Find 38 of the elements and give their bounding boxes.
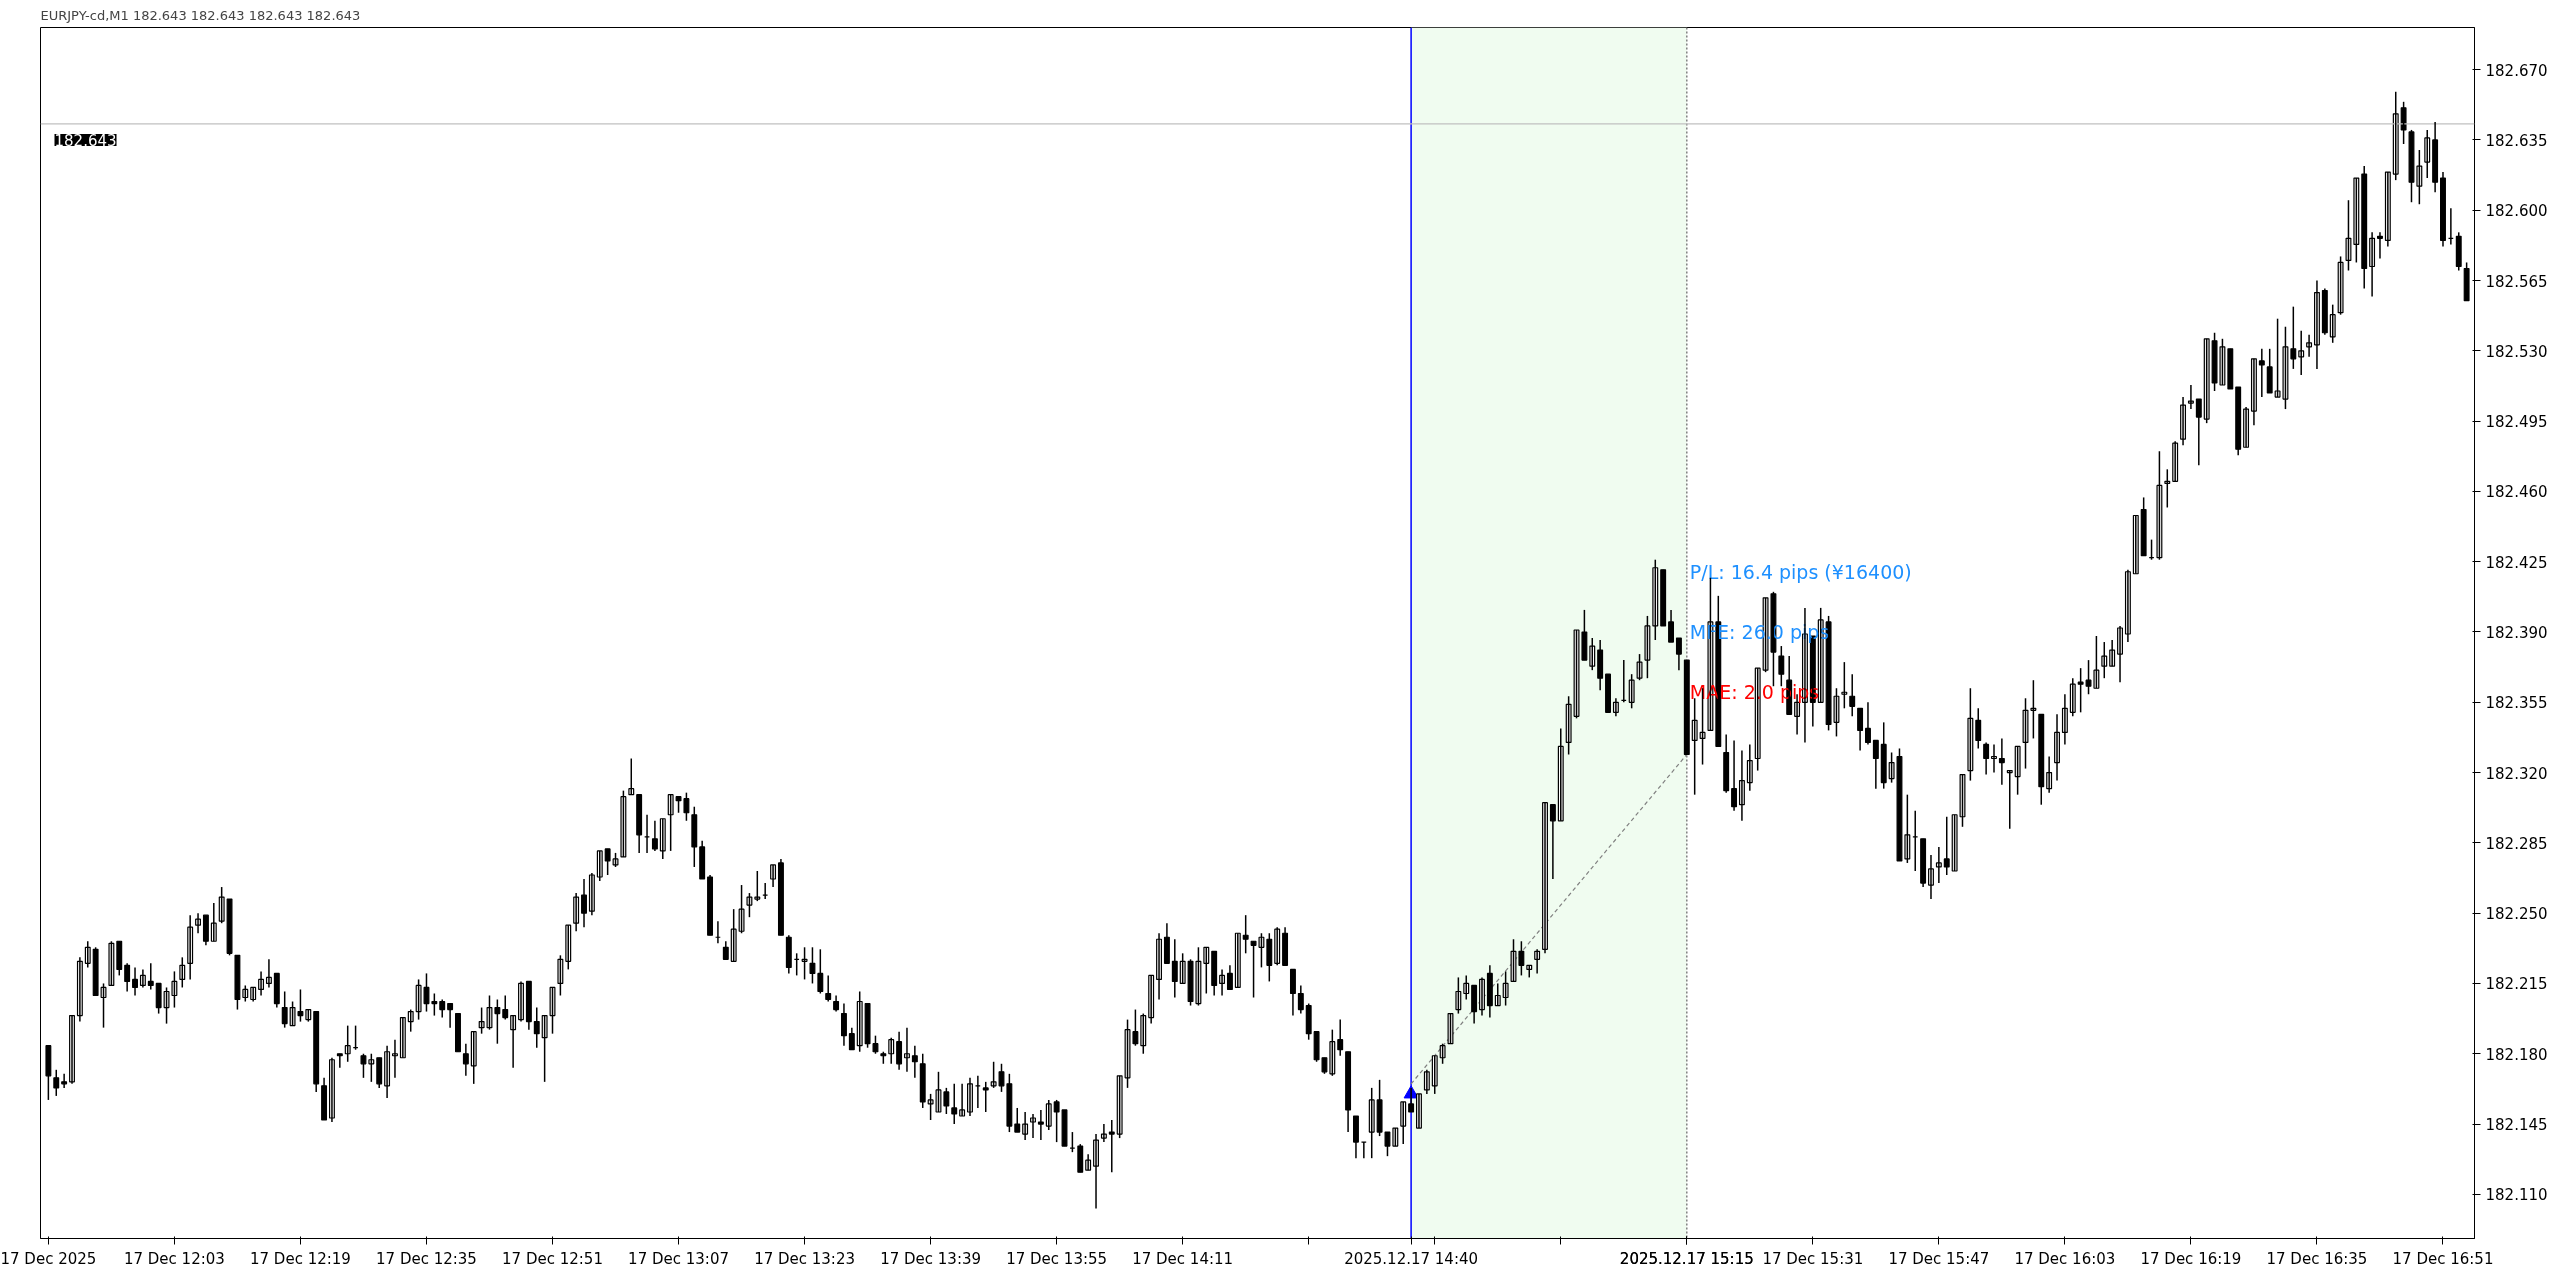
y-tick-label: 182.565 [2485,272,2548,291]
x-tick-label: 17 Dec 16:19 [2140,1249,2242,1268]
x-tick-label: 17 Dec 15:31 [1762,1249,1864,1268]
x-tick-label: 17 Dec 12:03 [123,1249,225,1268]
y-tick-label: 182.670 [2485,61,2548,80]
y-tick-label: 182.180 [2485,1045,2548,1064]
x-tick-label: 17 Dec 15:47 [1888,1249,1990,1268]
y-tick-label: 182.110 [2485,1186,2548,1205]
y-tick-label: 182.250 [2485,905,2548,924]
y-tick-label: 182.495 [2485,413,2548,432]
x-tick-label: 17 Dec 2025 [0,1249,97,1268]
x-tick-label: 17 Dec 16:03 [2014,1249,2116,1268]
ref-line-label: 2025.12.17 14:40 [1344,1249,1479,1268]
x-tick-label: 17 Dec 13:07 [628,1249,729,1268]
ref-line-label: 2025.12.17 15:15 [1619,1249,1754,1268]
annotation: P/L: 16.4 pips (¥16400) [1689,560,1912,583]
y-tick-label: 182.425 [2485,553,2548,572]
x-tick-label: 17 Dec 13:23 [754,1249,856,1268]
y-tick-label: 182.600 [2485,202,2548,221]
y-tick-label: 182.460 [2485,483,2548,502]
chart-title: EURJPY-cd,M1 182.643 182.643 182.643 182.643 [40,7,361,23]
x-tick-label: 17 Dec 16:35 [2266,1249,2368,1268]
x-tick-label: 17 Dec 16:51 [2392,1249,2494,1268]
y-tick-label: 182.530 [2485,342,2548,361]
y-tick-label: 182.390 [2485,624,2548,642]
y-tick-label: 182.355 [2485,694,2548,713]
x-tick-label: 17 Dec 14:11 [1132,1249,1234,1268]
y-tick-label: 182.320 [2485,764,2548,783]
y-tick-label: 182.635 [2485,131,2548,150]
x-tick-label: 17 Dec 13:39 [880,1249,982,1268]
x-tick-label: 17 Dec 12:19 [250,1249,351,1268]
x-tick-label: 17 Dec 12:35 [376,1249,477,1268]
y-tick-label: 182.285 [2485,834,2548,853]
y-tick-label: 182.215 [2485,975,2548,994]
ref-line-label: 182.643 [54,131,117,150]
x-tick-label: 17 Dec 12:51 [502,1249,603,1268]
x-tick-label: 17 Dec 13:55 [1006,1249,1108,1268]
y-tick-label: 182.145 [2485,1116,2548,1135]
